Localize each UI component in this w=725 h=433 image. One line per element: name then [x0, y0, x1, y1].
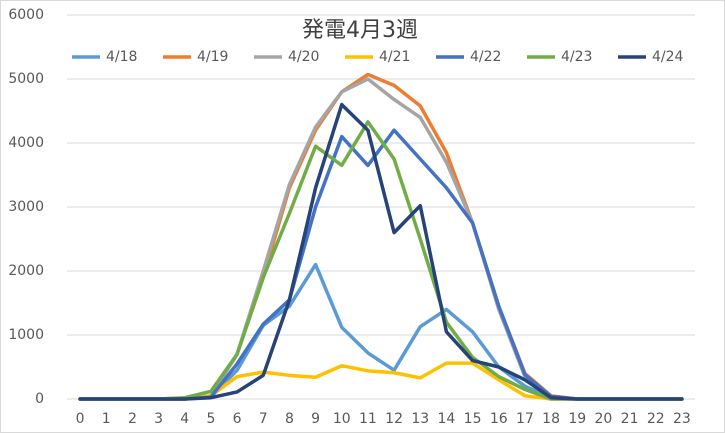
x-tick-label: 4 — [180, 411, 189, 427]
legend-label: 4/22 — [470, 49, 501, 65]
series-line — [78, 102, 684, 401]
y-tick-label: 0 — [35, 391, 44, 407]
x-tick-label: 14 — [438, 411, 456, 427]
x-tick-label: 2 — [128, 411, 137, 427]
x-tick-label: 19 — [568, 411, 586, 427]
x-tick-label: 15 — [464, 411, 482, 427]
x-tick-label: 16 — [490, 411, 508, 427]
legend-label: 4/18 — [106, 49, 137, 65]
y-tick-label: 1000 — [8, 327, 44, 343]
y-tick-label: 4000 — [8, 135, 44, 151]
legend-label: 4/24 — [652, 49, 684, 65]
y-tick-label: 5000 — [8, 71, 44, 87]
x-tick-label: 6 — [233, 411, 242, 427]
legend-label: 4/20 — [288, 49, 319, 65]
x-tick-label: 8 — [285, 411, 294, 427]
x-tick-label: 7 — [259, 411, 268, 427]
legend-label: 4/23 — [561, 49, 592, 65]
x-tick-label: 9 — [311, 411, 320, 427]
y-tick-label: 2000 — [8, 263, 44, 279]
x-tick-label: 21 — [621, 411, 639, 427]
chart-title: 発電4月3週 — [302, 18, 418, 43]
x-tick-label: 3 — [154, 411, 163, 427]
x-tick-label: 0 — [76, 411, 85, 427]
x-tick-label: 17 — [516, 411, 534, 427]
x-tick-label: 1 — [102, 411, 111, 427]
y-tick-label: 3000 — [8, 199, 44, 215]
x-tick-label: 13 — [411, 411, 429, 427]
x-tick-label: 11 — [359, 411, 377, 427]
y-tick-label: 6000 — [8, 7, 44, 23]
x-tick-label: 20 — [595, 411, 613, 427]
x-tick-label: 23 — [673, 411, 691, 427]
x-tick-label: 22 — [647, 411, 665, 427]
legend-label: 4/19 — [197, 49, 228, 65]
x-tick-label: 10 — [333, 411, 351, 427]
x-tick-label: 18 — [542, 411, 560, 427]
x-tick-label: 5 — [206, 411, 215, 427]
x-tick-label: 12 — [385, 411, 403, 427]
legend-label: 4/21 — [379, 49, 410, 65]
